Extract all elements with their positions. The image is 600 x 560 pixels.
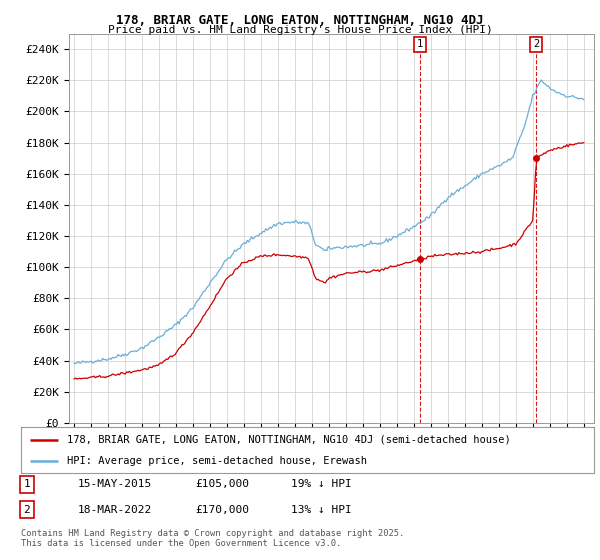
Text: £105,000: £105,000 bbox=[195, 479, 249, 489]
Text: 1: 1 bbox=[417, 40, 424, 49]
Text: Price paid vs. HM Land Registry's House Price Index (HPI): Price paid vs. HM Land Registry's House … bbox=[107, 25, 493, 35]
Text: 18-MAR-2022: 18-MAR-2022 bbox=[78, 505, 152, 515]
Text: 178, BRIAR GATE, LONG EATON, NOTTINGHAM, NG10 4DJ (semi-detached house): 178, BRIAR GATE, LONG EATON, NOTTINGHAM,… bbox=[67, 435, 511, 445]
Text: 2: 2 bbox=[23, 505, 31, 515]
Text: 19% ↓ HPI: 19% ↓ HPI bbox=[291, 479, 352, 489]
Text: 178, BRIAR GATE, LONG EATON, NOTTINGHAM, NG10 4DJ: 178, BRIAR GATE, LONG EATON, NOTTINGHAM,… bbox=[116, 14, 484, 27]
Text: Contains HM Land Registry data © Crown copyright and database right 2025.
This d: Contains HM Land Registry data © Crown c… bbox=[21, 529, 404, 548]
Text: £170,000: £170,000 bbox=[195, 505, 249, 515]
Text: 15-MAY-2015: 15-MAY-2015 bbox=[78, 479, 152, 489]
Text: 13% ↓ HPI: 13% ↓ HPI bbox=[291, 505, 352, 515]
Text: 1: 1 bbox=[23, 479, 31, 489]
Text: HPI: Average price, semi-detached house, Erewash: HPI: Average price, semi-detached house,… bbox=[67, 456, 367, 466]
Text: 2: 2 bbox=[533, 40, 539, 49]
